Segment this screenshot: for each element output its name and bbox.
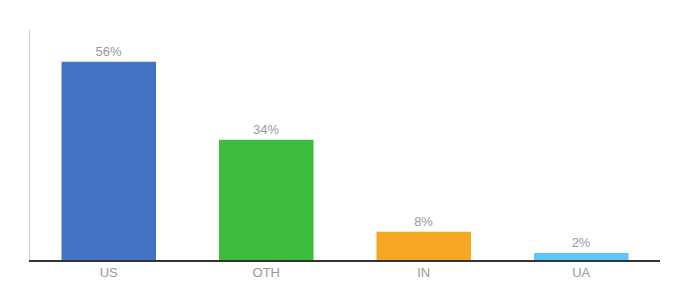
svg-text:2%: 2%	[572, 235, 591, 250]
svg-text:UA: UA	[572, 265, 590, 280]
svg-text:OTH: OTH	[253, 265, 280, 280]
svg-text:8%: 8%	[414, 214, 433, 229]
svg-text:56%: 56%	[96, 44, 122, 59]
svg-text:US: US	[100, 265, 118, 280]
svg-text:IN: IN	[417, 265, 430, 280]
svg-text:34%: 34%	[253, 122, 279, 137]
